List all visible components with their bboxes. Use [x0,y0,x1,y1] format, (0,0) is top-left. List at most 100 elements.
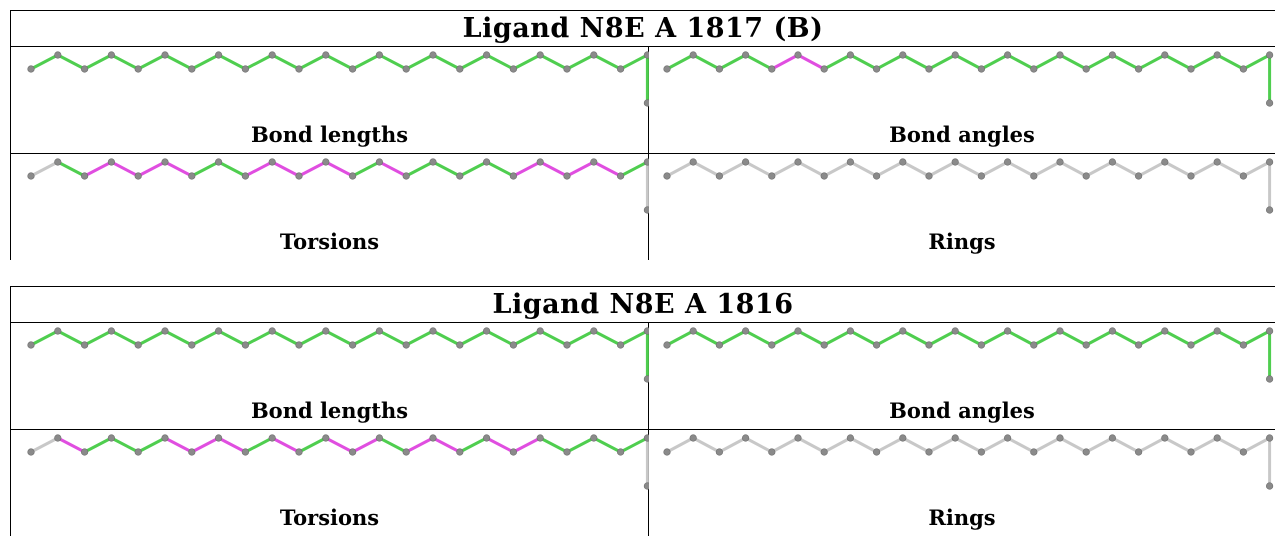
atom [689,51,697,59]
bond [217,436,247,454]
panel-label: Bond lengths [250,398,409,423]
bond [901,436,931,454]
panel-label: Torsions [279,229,380,254]
atom [456,65,464,73]
bond [190,436,221,454]
bond [270,329,301,347]
bond [109,160,140,178]
atom [107,327,115,335]
panel-label: Torsions [279,505,380,530]
bond [351,160,381,178]
bond [619,160,649,178]
bond [822,160,852,178]
atom [1265,51,1274,59]
atom [483,327,491,335]
molecule-svg [27,51,649,107]
bond [770,329,800,347]
atom [977,65,986,73]
bond [1006,329,1036,347]
bond [190,329,221,347]
bond [1058,53,1088,71]
bond [136,329,167,347]
bond [297,160,328,178]
bond [953,436,983,454]
atom [1135,448,1143,456]
bond [1137,53,1167,71]
ligand-title-row: Ligand N8E A 1816 [11,287,1275,323]
atom [536,158,544,166]
bond [1058,436,1088,454]
atom [1004,158,1012,166]
atom [794,158,802,166]
atom [1004,434,1012,442]
atom [402,448,410,456]
atom [429,158,437,166]
panel-row-top: Bond lengths Bond angles [11,47,1275,154]
atom [107,51,115,59]
atom [375,51,384,59]
bond [691,329,721,347]
bond [431,329,462,347]
atom [1213,158,1221,166]
atom [349,448,357,456]
bond [243,436,274,454]
bond [458,160,489,178]
bond [1058,160,1088,178]
atom [429,434,437,442]
bond [1137,329,1167,347]
atom [899,434,907,442]
atom [643,434,649,442]
bond [1189,436,1219,454]
bond [404,53,435,71]
bond [1137,436,1167,454]
molecule-svg [663,51,1274,107]
bond [217,329,247,347]
atom [873,341,881,349]
bond [538,329,569,347]
panel-rings: Rings [649,430,1275,536]
bond [665,53,695,71]
bond [665,436,695,454]
panel-torsions: Torsions [11,154,649,260]
bond [848,53,879,71]
atom [794,51,802,59]
atom [1056,158,1064,166]
atom [1082,341,1090,349]
molecule-svg [663,327,1274,383]
bond [665,160,695,178]
atom [846,51,854,59]
bond [377,436,408,454]
bond [619,329,649,347]
bond [1215,160,1245,178]
bond [1215,436,1245,454]
atom [268,158,276,166]
atom [1265,206,1274,214]
atom [80,65,89,73]
atom [846,158,854,166]
atom [375,327,384,335]
atom [80,172,89,180]
panel-row-top: Bond lengths Bond angles [11,323,1275,430]
bond [56,436,87,454]
bond [953,53,983,71]
bond [953,329,983,347]
bond [511,436,542,454]
atom [643,482,649,490]
atom [820,448,828,456]
bond [1241,329,1272,347]
atom [1265,434,1274,442]
atom [1135,65,1143,73]
atom [215,51,223,59]
bond [83,329,113,347]
atom [1004,51,1012,59]
bond [875,436,905,454]
bond [875,53,905,71]
bond [485,436,515,454]
bond [592,436,623,454]
atom [616,448,625,456]
atom [741,327,750,335]
panel-bond-lengths: Bond lengths [11,323,649,429]
atom [375,434,384,442]
atom [1265,158,1274,166]
atom [161,158,169,166]
